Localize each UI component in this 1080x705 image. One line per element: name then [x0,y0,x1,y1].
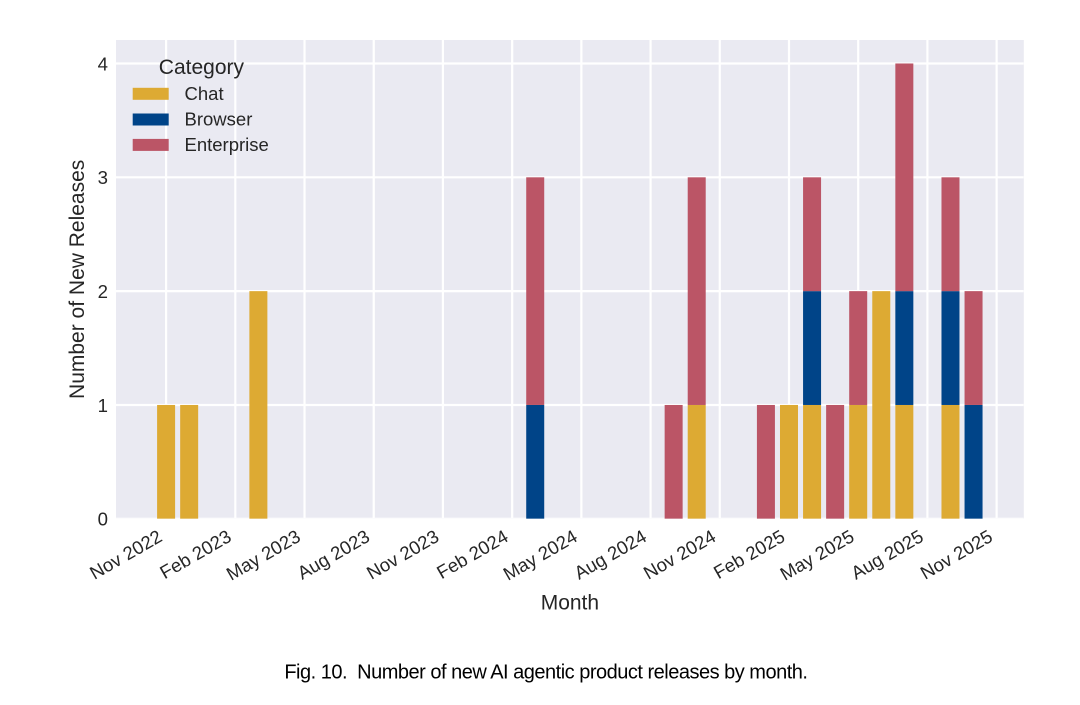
svg-text:Fig. 10. Number of new AI age: Fig. 10. Number of new AI agentic produc… [284,662,807,684]
svg-text:Chat: Chat [185,83,224,104]
svg-text:Month: Month [541,591,599,614]
svg-text:Number of New Releases: Number of New Releases [66,160,89,399]
svg-text:1: 1 [98,395,108,416]
svg-text:3: 3 [98,167,108,188]
svg-text:Category: Category [159,56,245,79]
svg-text:Enterprise: Enterprise [185,134,269,155]
svg-text:0: 0 [98,509,108,530]
svg-text:4: 4 [98,53,108,74]
svg-text:Browser: Browser [185,109,253,130]
svg-text:2: 2 [98,281,108,302]
